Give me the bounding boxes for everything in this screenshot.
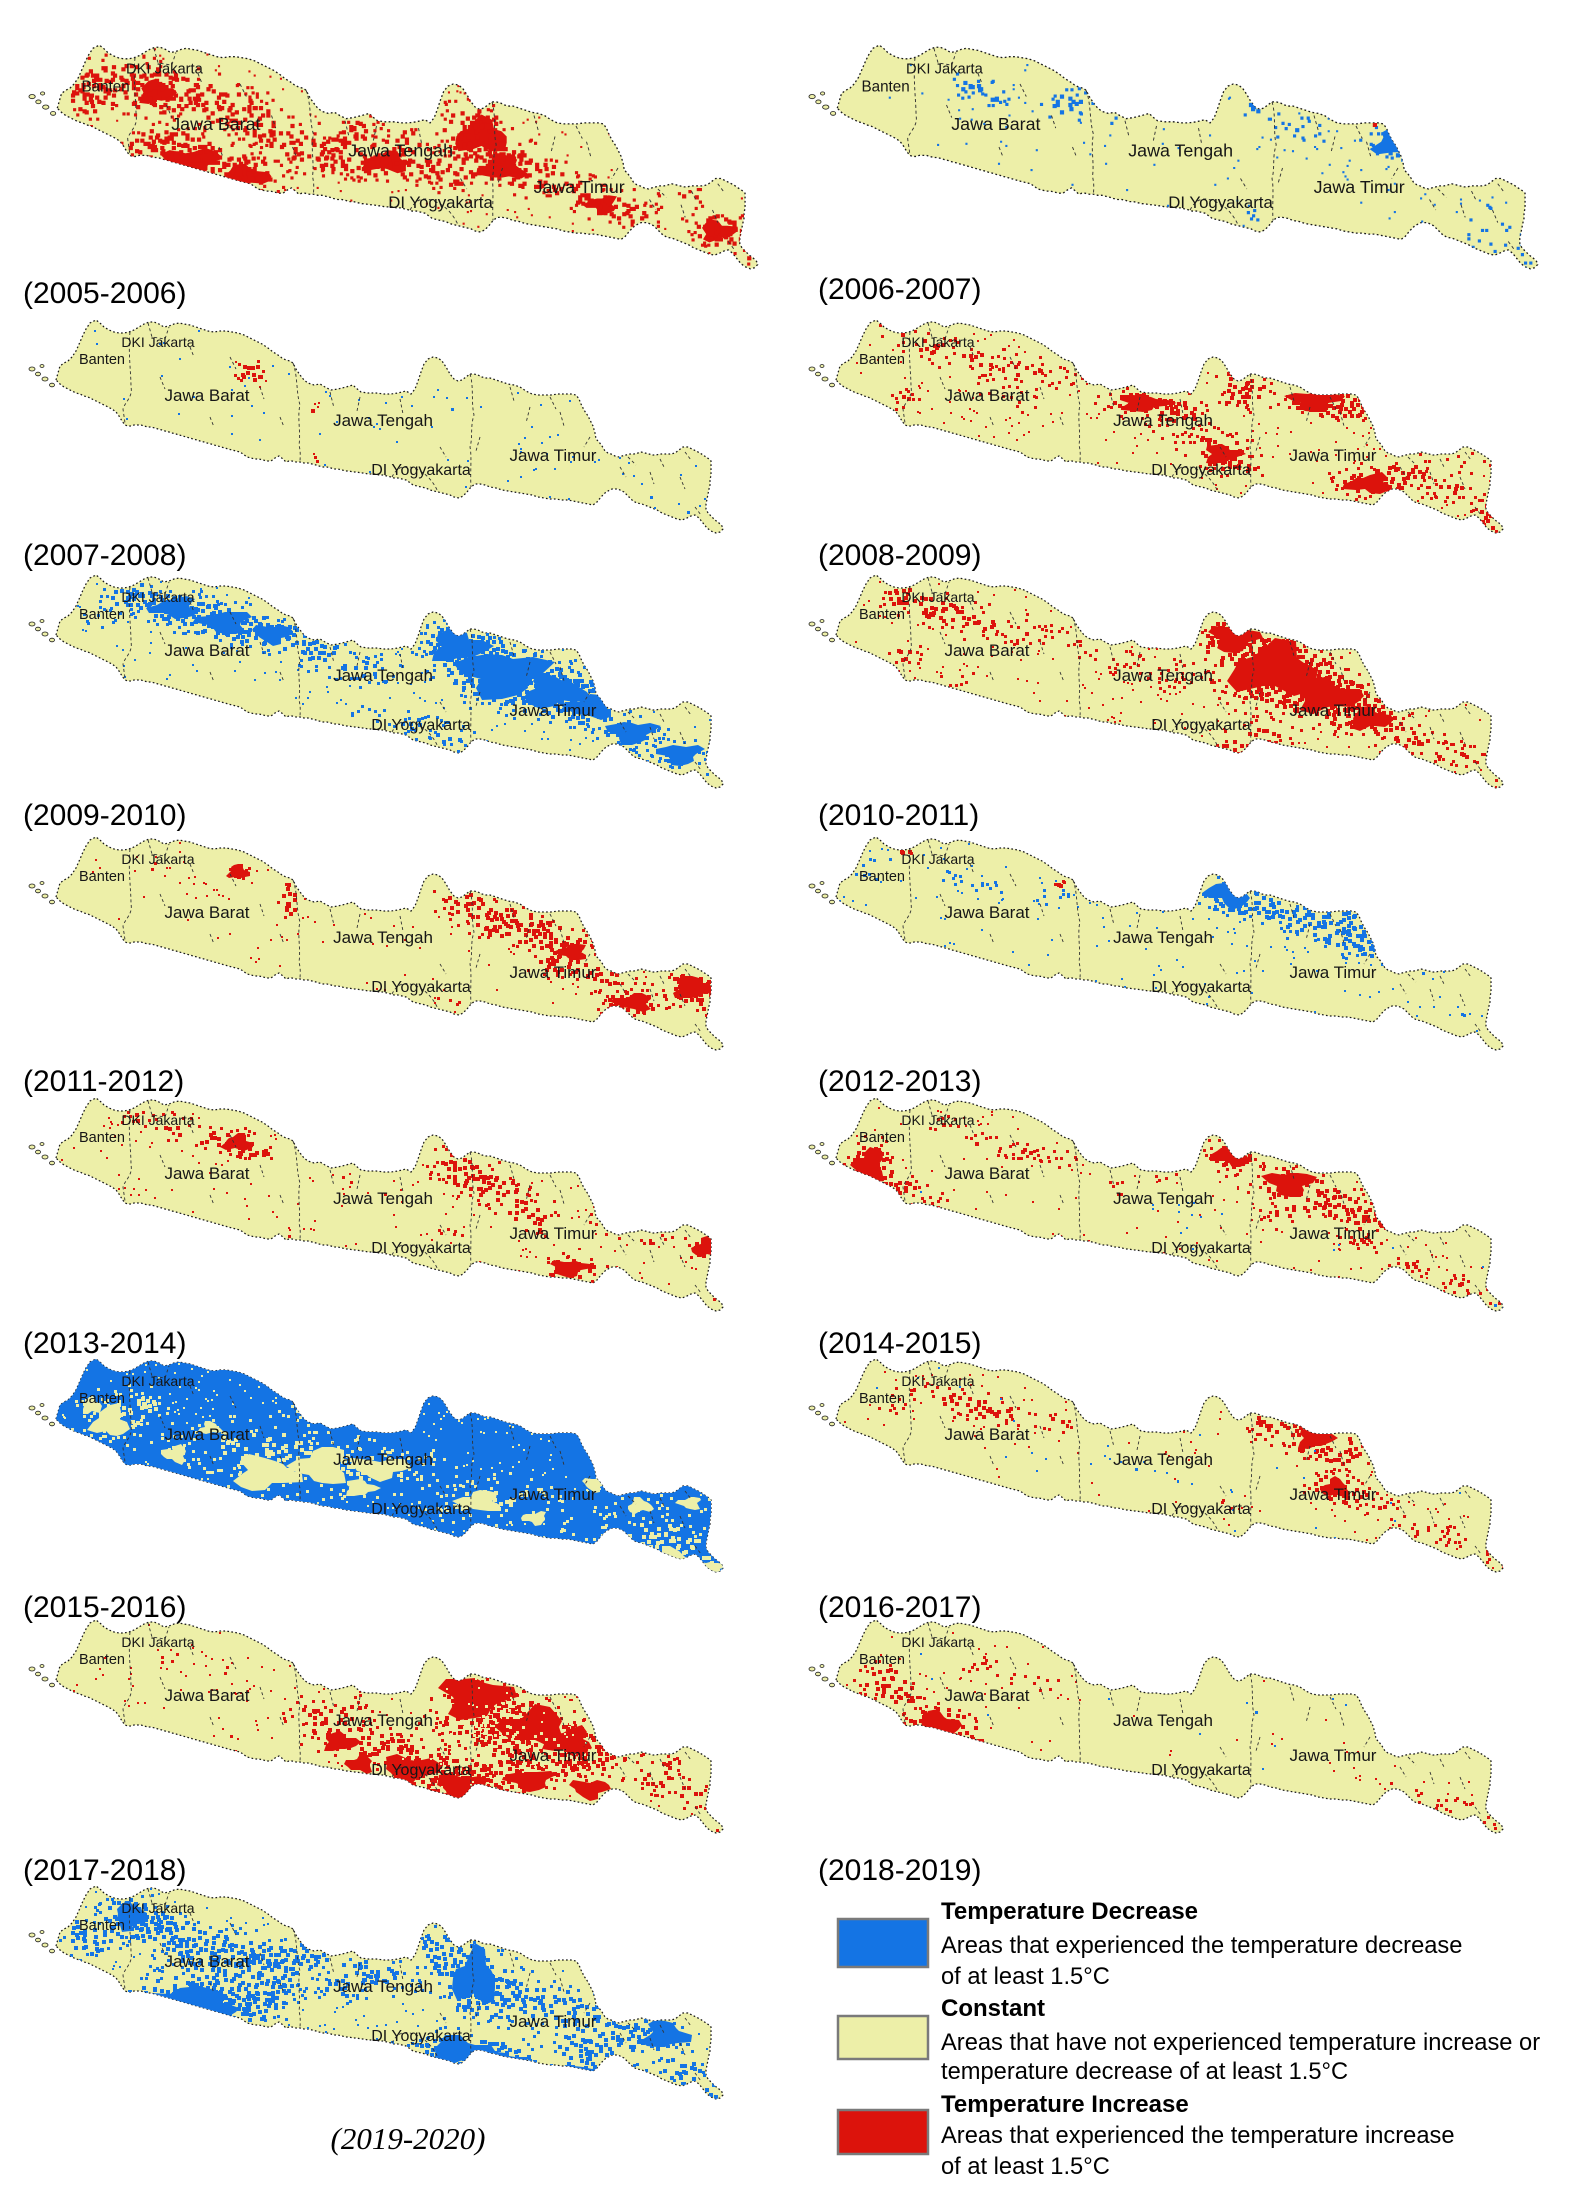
svg-text:(2007-2008): (2007-2008) xyxy=(23,539,186,572)
svg-text:Areas that experienced the tem: Areas that experienced the temperature i… xyxy=(941,2123,1455,2149)
svg-text:Areas that experienced the tem: Areas that experienced the temperature d… xyxy=(941,1933,1462,1959)
svg-text:(2006-2007): (2006-2007) xyxy=(818,273,981,306)
svg-text:Constant: Constant xyxy=(941,1995,1045,2022)
svg-text:(2005-2006): (2005-2006) xyxy=(23,277,186,310)
svg-text:temperature decrease of at lea: temperature decrease of at least 1.5°C xyxy=(941,2059,1348,2085)
svg-text:(2009-2010): (2009-2010) xyxy=(23,799,186,832)
svg-text:Areas that have not experience: Areas that have not experienced temperat… xyxy=(941,2030,1540,2056)
svg-text:(2014-2015): (2014-2015) xyxy=(818,1327,981,1360)
svg-text:Temperature Increase: Temperature Increase xyxy=(941,2091,1189,2118)
svg-text:(2013-2014): (2013-2014) xyxy=(23,1327,186,1360)
svg-text:(2010-2011): (2010-2011) xyxy=(818,799,979,832)
svg-text:(2019-2020): (2019-2020) xyxy=(331,2121,486,2156)
svg-text:(2018-2019): (2018-2019) xyxy=(818,1854,981,1887)
svg-text:Temperature Decrease: Temperature Decrease xyxy=(941,1898,1198,1925)
svg-text:(2008-2009): (2008-2009) xyxy=(818,539,981,572)
svg-text:of at least 1.5°C: of at least 1.5°C xyxy=(941,2154,1110,2180)
svg-text:(2016-2017): (2016-2017) xyxy=(818,1591,981,1624)
svg-text:(2017-2018): (2017-2018) xyxy=(23,1854,186,1887)
svg-text:(2011-2012): (2011-2012) xyxy=(23,1065,184,1098)
svg-text:(2012-2013): (2012-2013) xyxy=(818,1065,981,1098)
svg-text:of at least 1.5°C: of at least 1.5°C xyxy=(941,1964,1110,1990)
svg-text:(2015-2016): (2015-2016) xyxy=(23,1591,186,1624)
